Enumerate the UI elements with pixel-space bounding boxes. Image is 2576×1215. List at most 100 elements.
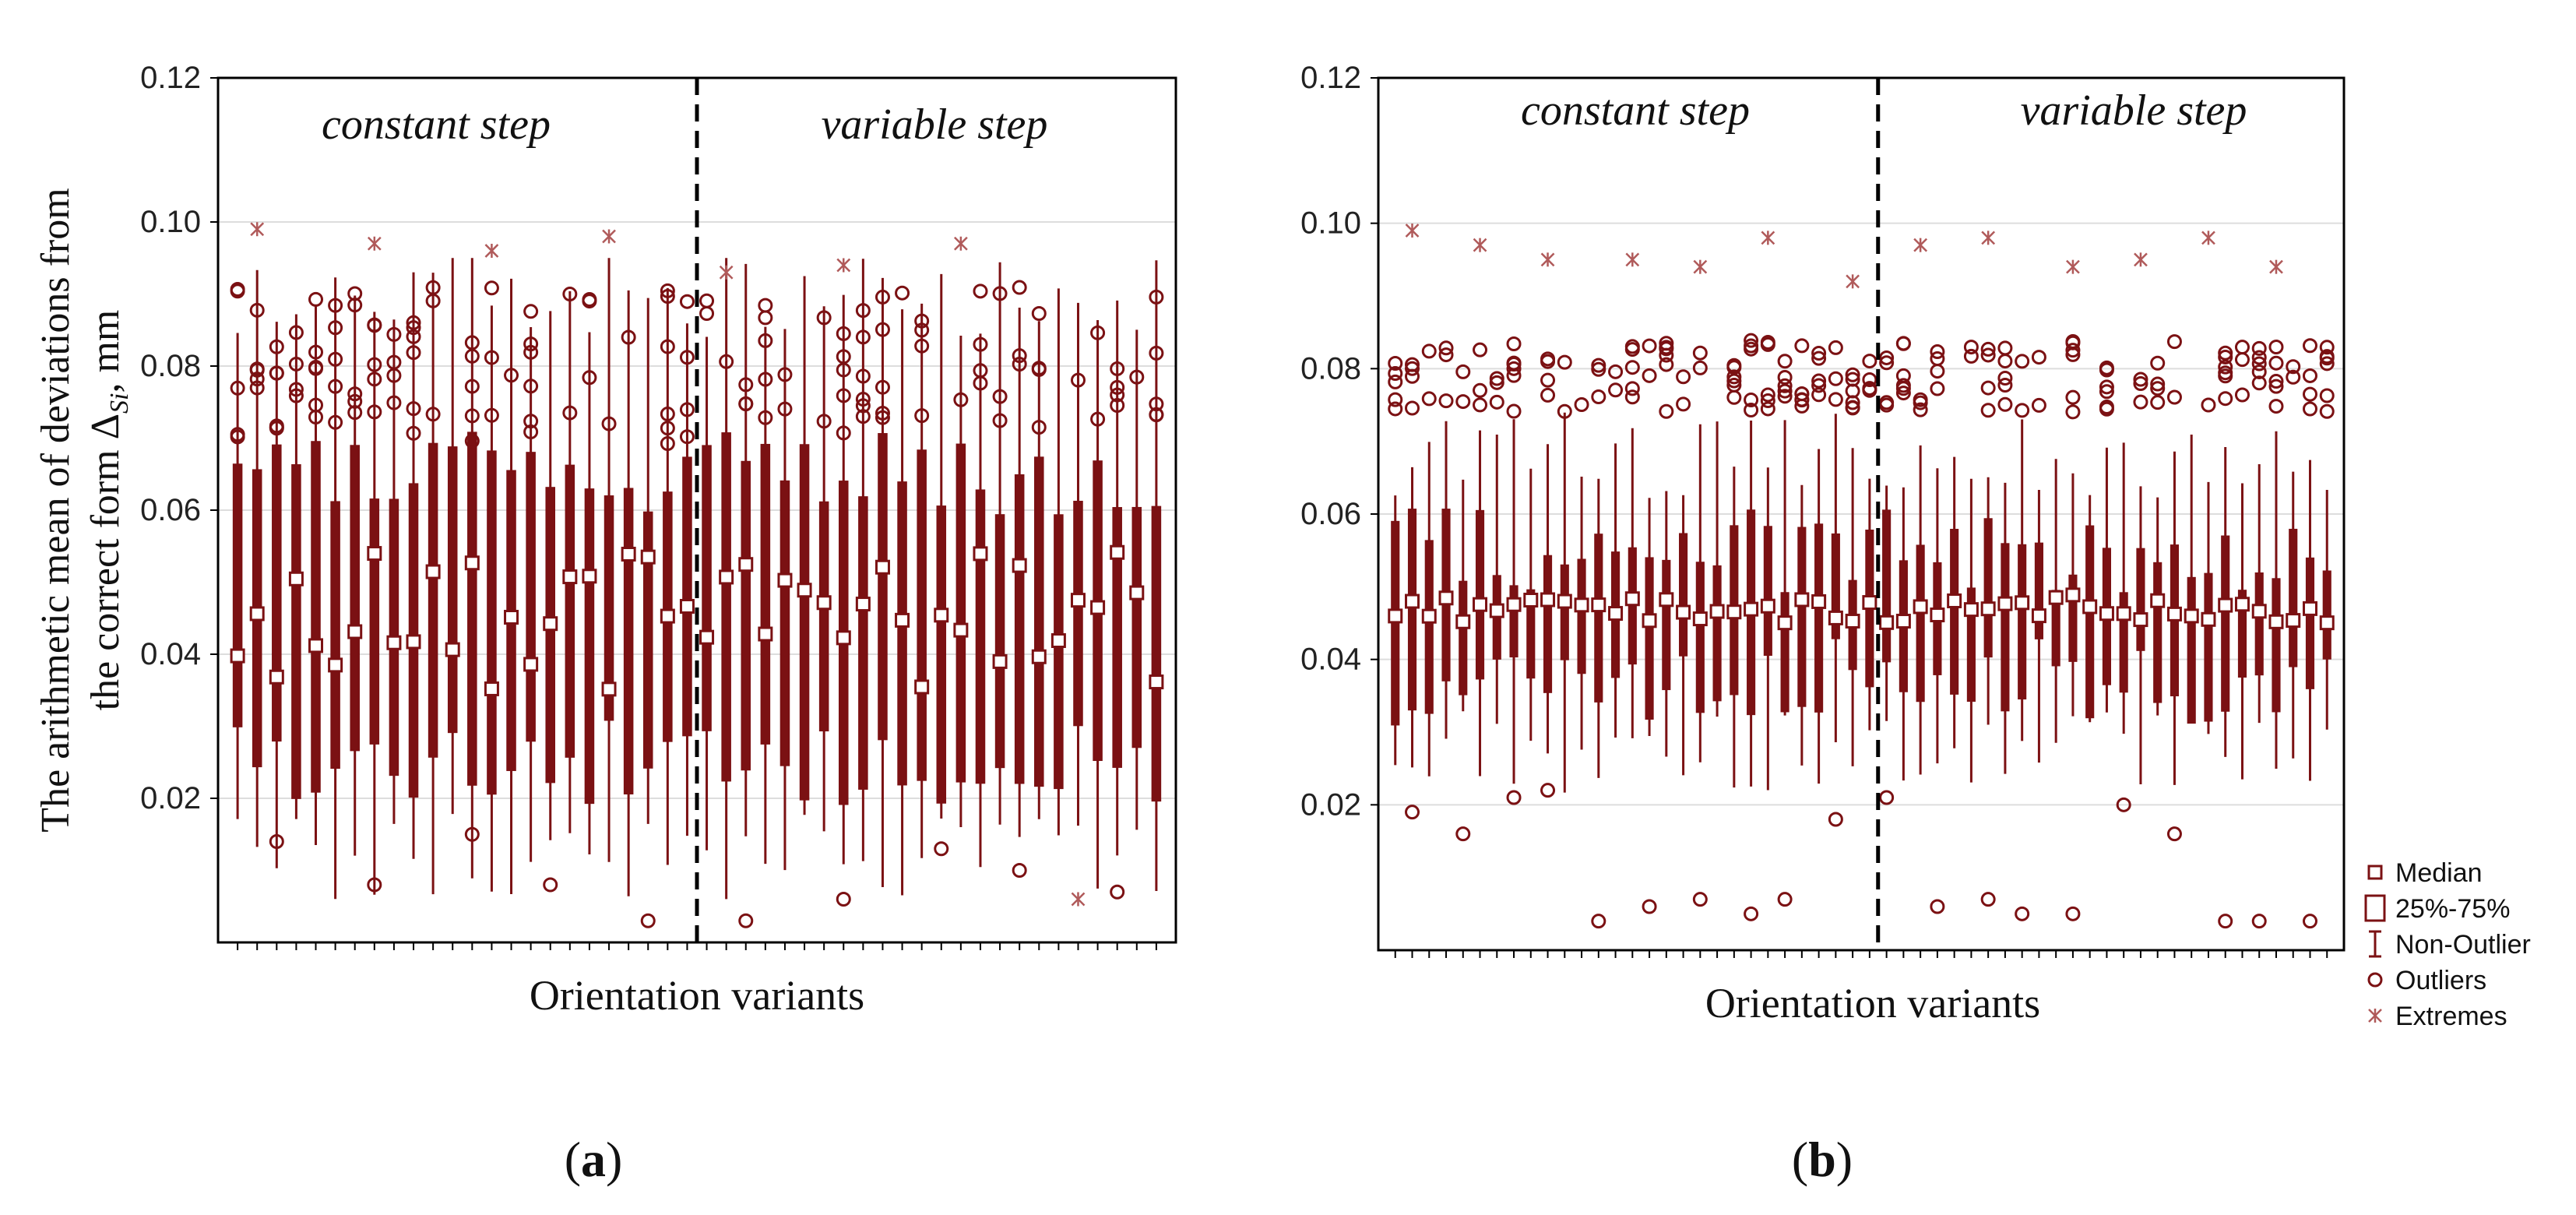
box-plots-b	[1388, 224, 2335, 929]
outlier-point	[249, 361, 265, 377]
outlier-point	[328, 320, 343, 336]
iqr-box	[702, 445, 712, 731]
outlier-point	[2251, 350, 2267, 365]
outlier-point	[1388, 392, 1403, 407]
box-plot-variant	[1405, 357, 1420, 768]
box-plot-variant	[2065, 333, 2081, 717]
iqr-box	[1594, 534, 1603, 703]
outlier-point	[1388, 355, 1403, 371]
box-plot-variant	[543, 311, 558, 840]
box-plot-variant	[2234, 340, 2250, 780]
median-marker	[1947, 593, 1962, 608]
outlier-point	[1031, 420, 1047, 435]
iqr-box	[2085, 525, 2095, 719]
outlier-point	[836, 425, 851, 441]
median-marker	[1405, 593, 1420, 609]
outlier-point	[2150, 376, 2166, 392]
median-marker	[1090, 600, 1106, 615]
outlier-point	[386, 354, 402, 370]
outlier-point	[875, 405, 890, 421]
outlier-point	[464, 348, 480, 364]
outlier-point	[1405, 357, 1420, 372]
outlier-point	[386, 326, 402, 342]
box-plot-variant	[1980, 341, 1996, 725]
outlier-point	[2031, 350, 2046, 365]
outlier-point	[1489, 375, 1504, 390]
median-marker	[1744, 601, 1759, 617]
box-plot-variant	[1794, 338, 1810, 766]
box-plot-variant	[1760, 334, 1775, 791]
outlier-point	[1090, 411, 1106, 427]
outlier-point	[2251, 364, 2267, 379]
outlier-point	[367, 318, 382, 333]
outlier-point	[2286, 359, 2301, 375]
outlier-point	[2218, 349, 2233, 364]
outlier-point-low	[1506, 790, 1522, 805]
outlier-point	[1811, 350, 1827, 366]
outlier-point	[1624, 339, 1640, 354]
outlier-point	[2065, 389, 2081, 405]
median-marker	[230, 648, 245, 664]
outlier-point	[523, 414, 539, 429]
outlier-point	[1676, 396, 1691, 412]
median-marker	[367, 546, 382, 562]
outlier-point	[328, 379, 343, 394]
outlier-point	[875, 410, 890, 425]
box-plot-variant	[1473, 342, 1488, 777]
extreme-point	[1981, 231, 1996, 245]
median-marker	[2302, 600, 2317, 616]
outlier-point	[660, 339, 675, 354]
median-marker	[328, 657, 343, 673]
outlier-point	[2302, 401, 2317, 417]
outlier-point	[2166, 389, 2182, 405]
outlier-point	[464, 408, 480, 424]
outlier-point	[1726, 357, 1742, 373]
outlier-point	[1777, 378, 1793, 393]
median-marker	[621, 546, 636, 562]
outlier-point	[484, 407, 499, 423]
iqr-box	[1112, 507, 1122, 768]
outlier-point	[2133, 376, 2148, 392]
median-marker	[1129, 585, 1145, 600]
outlier-point	[464, 379, 480, 394]
outlier-point	[1110, 379, 1125, 395]
median-marker	[1895, 614, 1911, 629]
box-plot-variant	[1455, 364, 1471, 712]
iqr-box	[487, 450, 497, 795]
median-marker	[2048, 590, 2064, 605]
box-plot-variant	[1421, 343, 1437, 777]
x-ticks-a	[237, 942, 1157, 950]
outlier-point	[2218, 345, 2233, 361]
outlier-point	[1455, 394, 1471, 410]
iqr-box	[2136, 548, 2145, 651]
outlier-point	[1777, 383, 1793, 399]
outlier-point	[1421, 391, 1437, 407]
iqr-box	[2305, 557, 2315, 689]
outlier-point	[1149, 289, 1164, 305]
box-plot-variant	[621, 290, 636, 896]
outlier-point	[719, 354, 734, 369]
box-plot-variant	[2166, 334, 2182, 785]
box-plot-variant	[445, 258, 460, 815]
outlier-point	[2099, 384, 2114, 400]
outlier-point-low	[1012, 863, 1027, 878]
box-plot-variant	[758, 298, 773, 865]
iqr-box	[1645, 557, 1654, 720]
outlier-point	[1777, 389, 1793, 404]
outlier-point	[1455, 364, 1471, 379]
outlier-point	[406, 345, 421, 361]
legend-symbol-extreme	[2368, 1009, 2382, 1023]
iqr-box	[2001, 543, 2010, 712]
outlier-point	[1980, 347, 1996, 363]
outlier-point	[347, 393, 363, 409]
box-plot-variant	[1726, 357, 1742, 788]
outlier-point	[1608, 364, 1624, 379]
outlier-point	[1862, 354, 1877, 369]
box-plot-variant	[269, 322, 284, 868]
box-plot-variant	[1523, 468, 1539, 741]
box-plot-variant	[738, 263, 754, 836]
outlier-point	[601, 416, 617, 431]
legend-item-outlier: Outliers	[2367, 966, 2486, 995]
outlier-point	[1862, 372, 1877, 388]
